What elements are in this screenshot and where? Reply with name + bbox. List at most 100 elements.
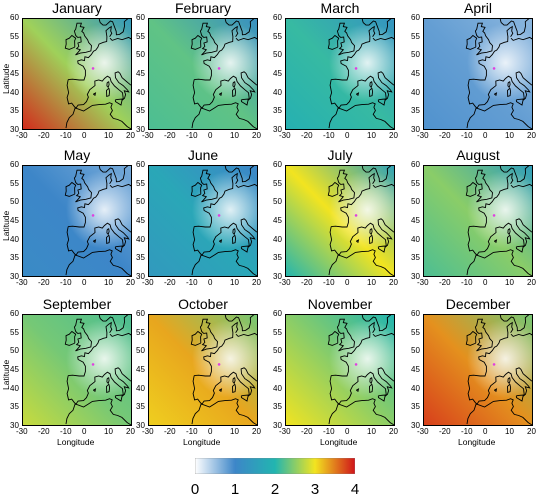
y-tick-label: 35 [136, 253, 145, 263]
coastline [190, 330, 203, 346]
panel-title: October [178, 296, 228, 312]
y-tick-label: 30 [136, 125, 145, 134]
x-tick-label: -30 [279, 278, 291, 287]
site-marker [354, 363, 358, 366]
site-marker [217, 67, 221, 70]
coastline [500, 314, 530, 332]
coastline [466, 398, 533, 426]
x-tick-label: 0 [345, 131, 350, 140]
coastline [328, 102, 395, 130]
x-tick-label: 10 [230, 278, 239, 287]
x-tick-label: 10 [505, 131, 514, 140]
coastline [356, 92, 360, 97]
coastline [106, 81, 110, 89]
y-tick-label: 30 [10, 272, 19, 281]
coastline [331, 321, 376, 377]
y-tick-label: 35 [411, 253, 420, 263]
coastline [467, 71, 533, 109]
colorbar [195, 458, 355, 474]
y-tick-label: 45 [273, 69, 282, 78]
panel-title: November [307, 296, 373, 312]
coastline [93, 92, 97, 97]
coastline [369, 81, 373, 89]
coastline [331, 25, 376, 81]
coastline [494, 92, 498, 97]
coastline [219, 388, 223, 393]
coastline [219, 92, 223, 97]
map-frame [22, 314, 132, 426]
y-tick-label: 55 [273, 327, 282, 337]
y-tick-label: 40 [136, 383, 145, 393]
x-tick-label: 20 [527, 131, 536, 140]
y-tick-label: 60 [273, 160, 282, 169]
coastline [327, 34, 340, 50]
y-tick-label: 50 [10, 50, 19, 60]
coastline [469, 321, 514, 377]
x-tick-label: 20 [252, 278, 261, 287]
coastline [369, 377, 373, 385]
site-marker [91, 67, 95, 70]
x-tick-label: -10 [323, 427, 335, 436]
coastline [99, 314, 129, 332]
y-tick-label: 50 [10, 346, 19, 356]
coastline [99, 18, 129, 36]
y-tick-label: 45 [136, 69, 145, 78]
y-tick-label: 30 [10, 125, 19, 134]
site-marker [492, 363, 496, 366]
x-tick-label: 0 [82, 131, 87, 140]
y-tick-label: 35 [273, 253, 282, 263]
coastline [507, 377, 511, 385]
coastline [336, 318, 355, 352]
y-tick-label: 60 [136, 309, 145, 318]
x-tick-label: -30 [16, 427, 28, 436]
coastline [191, 102, 258, 130]
x-tick-label: -10 [461, 427, 473, 436]
coastline [192, 367, 258, 405]
coastline [106, 234, 111, 244]
y-axis-label: Latitude [1, 210, 11, 241]
coastline [199, 22, 218, 56]
y-tick-label: 55 [136, 178, 145, 188]
colorbar-tick-label: 3 [310, 481, 320, 498]
y-tick-label: 50 [411, 346, 420, 356]
colorbar-tick-label: 1 [230, 481, 240, 498]
x-tick-label: -30 [16, 131, 28, 140]
coastline [232, 377, 236, 385]
y-tick-label: 50 [273, 197, 282, 207]
coastline [500, 18, 530, 36]
x-tick-label: 20 [389, 427, 398, 436]
coastline [109, 36, 132, 41]
x-tick-label: -20 [301, 278, 313, 287]
map-frame [22, 165, 132, 277]
coastline [106, 87, 111, 97]
y-tick-label: 30 [10, 421, 19, 430]
coastline [474, 169, 493, 203]
y-tick-label: 40 [136, 87, 145, 97]
y-tick-label: 30 [273, 272, 282, 281]
x-tick-label: 10 [505, 278, 514, 287]
coastline [507, 81, 511, 89]
coastline [336, 169, 355, 203]
y-tick-label: 60 [136, 160, 145, 169]
coastline [327, 330, 340, 346]
coastline [469, 172, 514, 228]
coastline [328, 398, 395, 426]
coastline [377, 245, 386, 253]
coastline [515, 98, 524, 106]
x-axis-label: Longitude [458, 437, 496, 447]
monthly-map [285, 314, 395, 426]
x-tick-label: 10 [505, 427, 514, 436]
coastline [225, 314, 255, 332]
coastline [372, 183, 395, 188]
map-frame [148, 18, 258, 130]
x-tick-label: 10 [230, 131, 239, 140]
x-tick-label: -20 [164, 427, 176, 436]
coastline [469, 25, 514, 81]
y-tick-label: 55 [411, 178, 420, 188]
coastline [225, 18, 255, 36]
coastline [106, 383, 111, 393]
y-tick-label: 60 [10, 13, 19, 22]
y-tick-label: 50 [273, 50, 282, 60]
y-tick-label: 35 [10, 253, 19, 263]
coastline [225, 165, 255, 183]
